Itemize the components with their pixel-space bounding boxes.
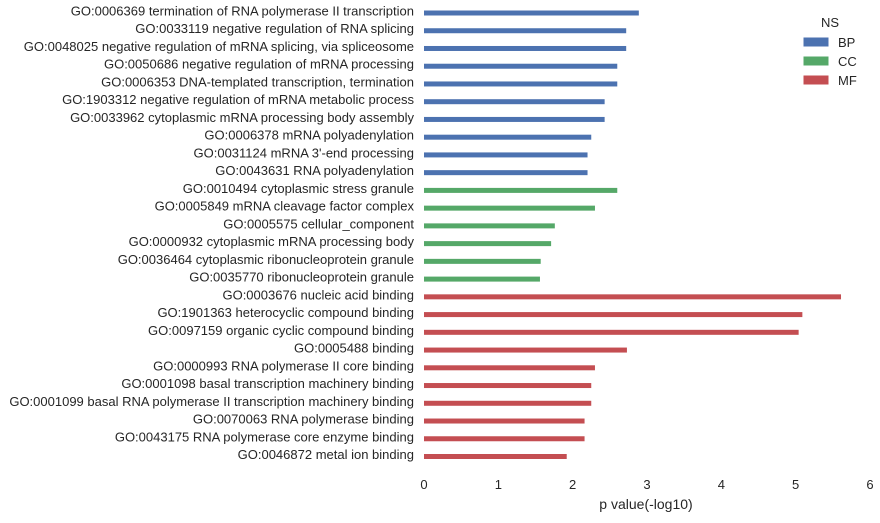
category-label: GO:0043631 RNA polyadenylation xyxy=(215,163,414,178)
x-axis-ticks: 0 1 2 3 4 5 6 xyxy=(420,477,873,492)
x-tick-label: 3 xyxy=(643,477,650,492)
category-label: GO:0033119 negative regulation of RNA sp… xyxy=(135,21,414,36)
bar-mf xyxy=(424,454,567,459)
category-label: GO:0097159 organic cyclic compound bindi… xyxy=(148,323,414,338)
bar-cc xyxy=(424,187,618,193)
category-label: GO:0036464 cytoplasmic ribonucleoprotein… xyxy=(118,252,414,267)
bar-bp xyxy=(424,63,618,69)
x-tick-label: 4 xyxy=(718,477,725,492)
legend-title: NS xyxy=(821,15,839,30)
x-tick-label: 6 xyxy=(866,477,873,492)
category-label: GO:0005488 binding xyxy=(294,341,414,356)
category-label: GO:0006353 DNA-templated transcription, … xyxy=(101,74,414,89)
category-label: GO:0035770 ribonucleoprotein granule xyxy=(189,270,414,285)
bar-cc xyxy=(424,276,540,282)
category-label: GO:1903312 negative regulation of mRNA m… xyxy=(62,92,414,107)
bar-bp xyxy=(424,134,592,140)
bar-mf xyxy=(424,418,585,424)
bar-bp xyxy=(424,45,627,51)
bar-mf xyxy=(424,347,627,353)
legend-swatch-bp xyxy=(802,36,830,48)
legend-label-mf: MF xyxy=(838,73,857,88)
category-label: GO:0006369 termination of RNA polymerase… xyxy=(71,4,414,19)
bar-bp xyxy=(424,99,605,105)
category-label: GO:0001099 basal RNA polymerase II trans… xyxy=(9,394,414,409)
category-label: GO:0005849 mRNA cleavage factor complex xyxy=(155,199,415,214)
category-label: GO:0033962 cytoplasmic mRNA processing b… xyxy=(70,110,414,125)
bar-cc xyxy=(424,258,541,264)
bar-bp xyxy=(424,10,639,16)
legend-items: BP CC MF xyxy=(802,35,857,88)
bar-mf xyxy=(424,436,585,442)
category-label: GO:0031124 mRNA 3'-end processing xyxy=(194,145,414,160)
bar-bp xyxy=(424,116,605,122)
category-label: GO:0050686 negative regulation of mRNA p… xyxy=(104,57,414,72)
x-tick-label: 1 xyxy=(495,477,502,492)
bar-bp xyxy=(424,28,627,34)
legend-swatch-mf xyxy=(802,74,830,86)
bars-layer xyxy=(424,10,842,459)
category-label: GO:0048025 negative regulation of mRNA s… xyxy=(24,39,414,54)
category-label: GO:0006378 mRNA polyadenylation xyxy=(204,128,414,143)
x-tick-label: 2 xyxy=(569,477,576,492)
bar-mf xyxy=(424,365,595,371)
bar-mf xyxy=(424,294,842,300)
bar-bp xyxy=(424,152,588,158)
legend: NS BP CC MF xyxy=(802,15,857,88)
x-axis-title: p value(-log10) xyxy=(599,496,692,512)
bar-bp xyxy=(424,170,588,176)
category-label: GO:0010494 cytoplasmic stress granule xyxy=(183,181,414,196)
category-label: GO:0000993 RNA polymerase II core bindin… xyxy=(153,358,414,373)
bar-cc xyxy=(424,223,555,229)
category-label: GO:0003676 nucleic acid binding xyxy=(222,287,414,302)
category-label: GO:1901363 heterocyclic compound binding xyxy=(157,305,414,320)
bar-bp xyxy=(424,81,618,87)
category-label: GO:0043175 RNA polymerase core enzyme bi… xyxy=(115,429,414,444)
category-labels: GO:0006369 termination of RNA polymerase… xyxy=(9,4,414,463)
legend-label-bp: BP xyxy=(838,35,855,50)
bar-mf xyxy=(424,329,799,335)
legend-swatch-cc xyxy=(802,55,830,67)
bar-mf xyxy=(424,400,592,406)
category-label: GO:0070063 RNA polymerase binding xyxy=(193,412,414,427)
bar-cc xyxy=(424,241,552,247)
category-label: GO:0046872 metal ion binding xyxy=(238,447,414,462)
legend-label-cc: CC xyxy=(838,54,857,69)
x-tick-label: 0 xyxy=(420,477,427,492)
x-tick-label: 5 xyxy=(792,477,799,492)
category-label: GO:0001098 basal transcription machinery… xyxy=(121,376,414,391)
category-label: GO:0000932 cytoplasmic mRNA processing b… xyxy=(129,234,415,249)
bar-cc xyxy=(424,205,595,211)
category-label: GO:0005575 cellular_component xyxy=(223,216,414,231)
bar-mf xyxy=(424,383,592,389)
bar-mf xyxy=(424,312,803,318)
